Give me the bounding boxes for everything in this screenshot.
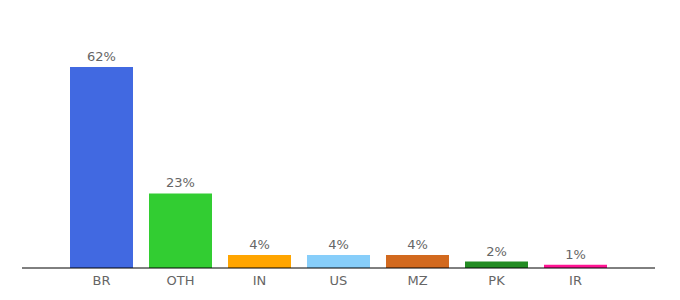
svg-text:OTH: OTH [167, 273, 195, 288]
svg-text:IR: IR [569, 273, 582, 288]
svg-text:IN: IN [253, 273, 267, 288]
svg-text:4%: 4% [407, 237, 428, 252]
svg-text:23%: 23% [166, 175, 195, 190]
svg-text:BR: BR [93, 273, 111, 288]
svg-text:4%: 4% [328, 237, 349, 252]
svg-text:2%: 2% [486, 244, 507, 259]
svg-text:MZ: MZ [407, 273, 427, 288]
svg-text:62%: 62% [87, 49, 116, 64]
svg-text:PK: PK [488, 273, 505, 288]
svg-text:1%: 1% [565, 247, 586, 262]
svg-text:US: US [330, 273, 348, 288]
svg-text:4%: 4% [249, 237, 270, 252]
